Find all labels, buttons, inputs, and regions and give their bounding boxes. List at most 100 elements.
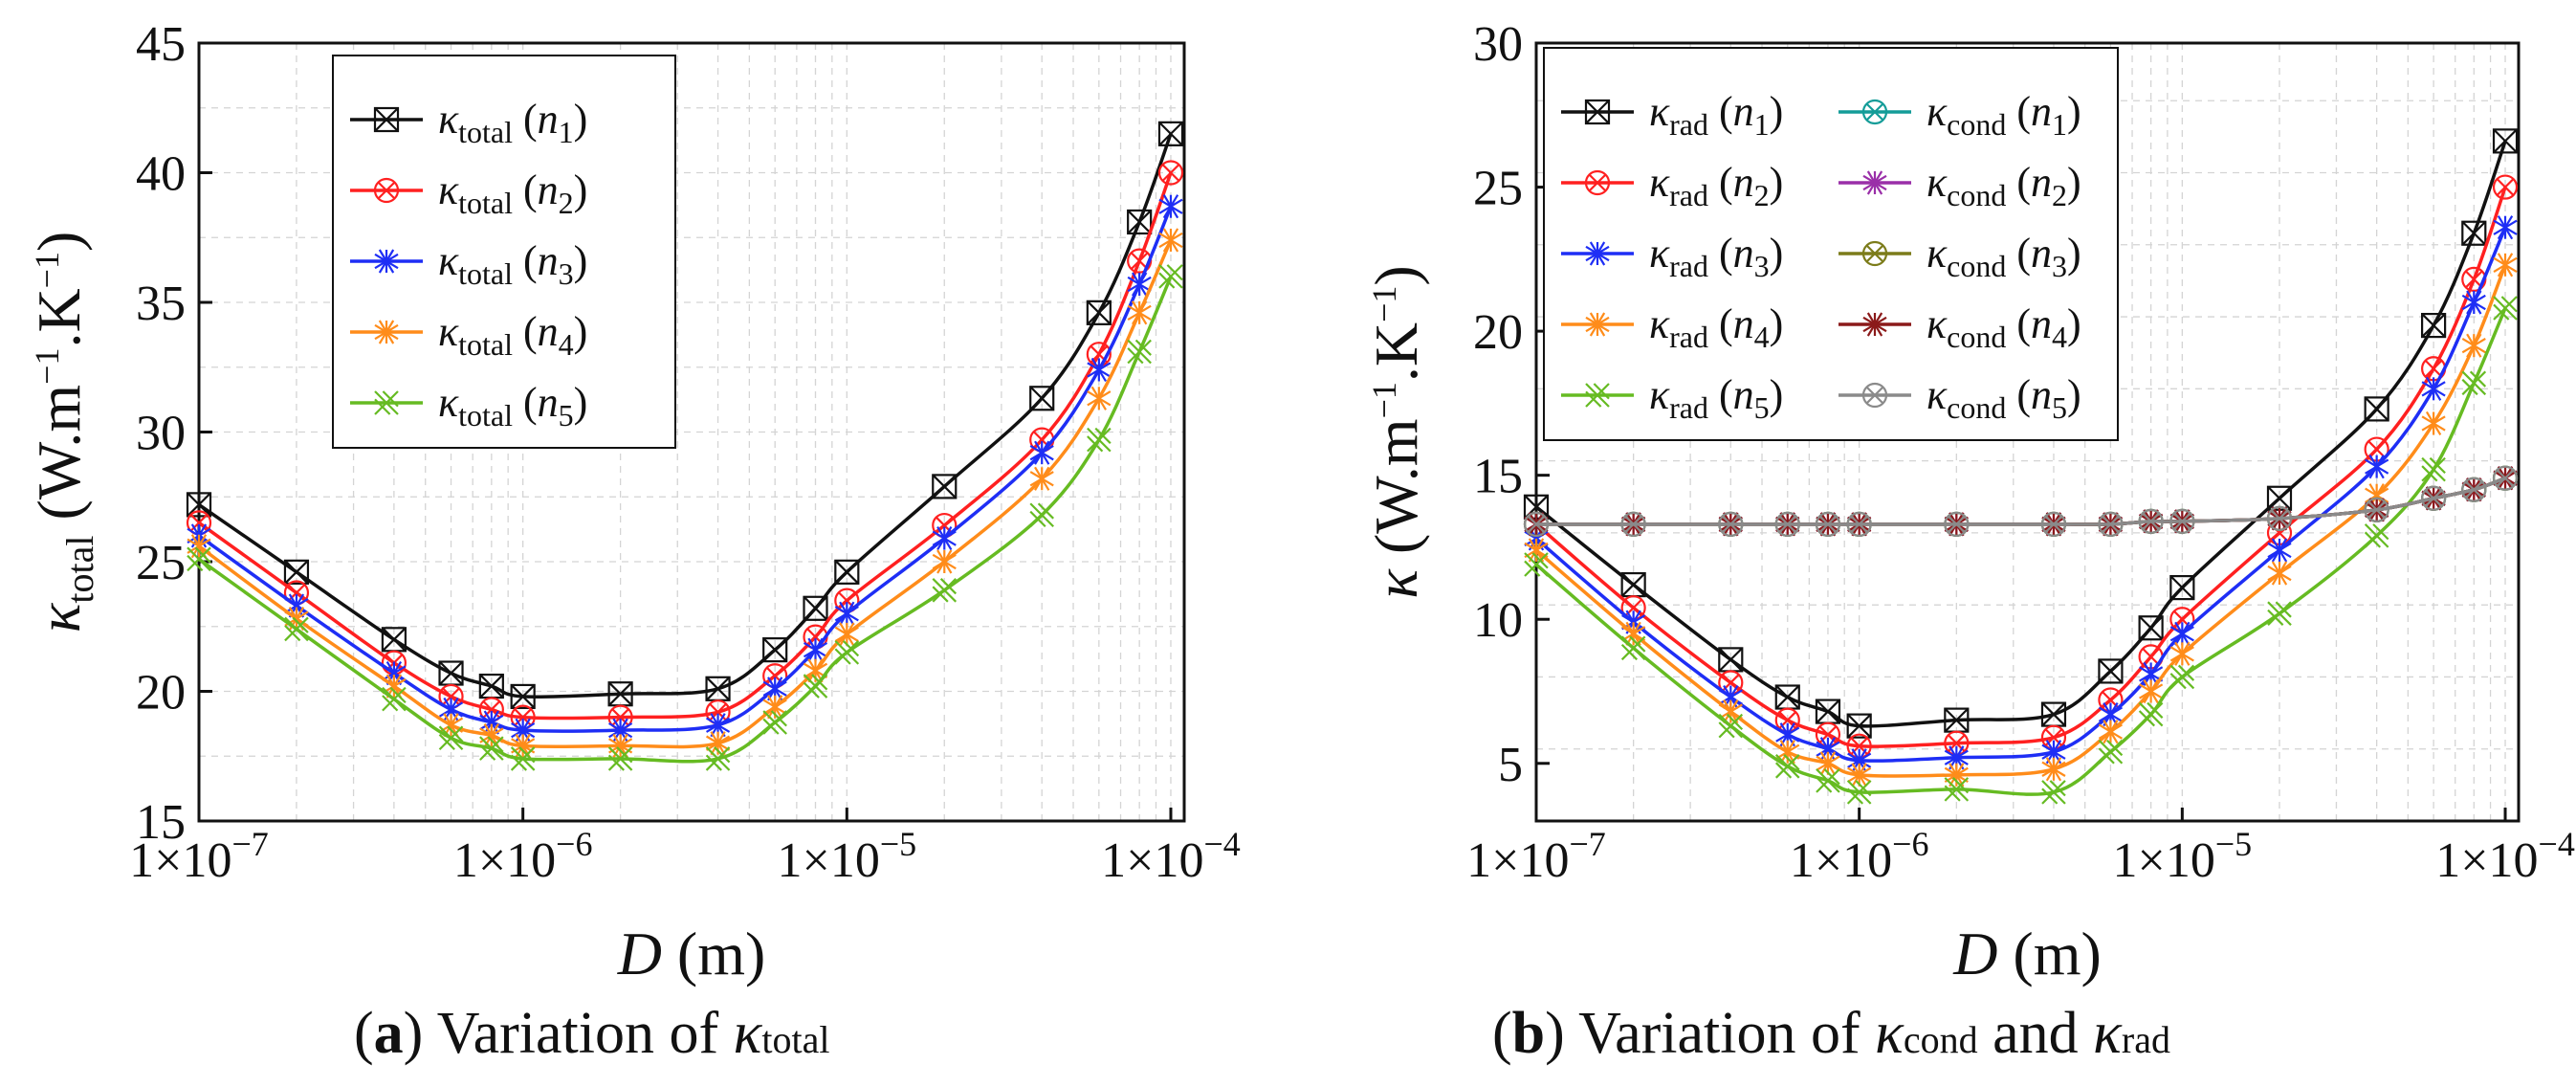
y-tick-label: 40 — [136, 147, 186, 202]
y-tick-label: 20 — [1473, 305, 1523, 360]
y-tick-label: 25 — [1473, 162, 1523, 216]
data-point — [1086, 299, 1112, 325]
data-point — [1157, 121, 1184, 146]
x-tick-label: 1×10−6 — [453, 825, 593, 888]
data-point — [2492, 128, 2519, 154]
series-total-n1 — [186, 121, 1184, 710]
data-point — [1775, 740, 1800, 765]
data-point — [2364, 523, 2389, 548]
data-point — [1127, 209, 1153, 235]
data-point — [762, 710, 787, 735]
legend-marker — [1585, 241, 1610, 266]
data-point — [1029, 502, 1054, 527]
data-point — [1846, 511, 1872, 537]
legend-entry: κcond (n4) — [1838, 300, 2081, 354]
series-rad-n5 — [1524, 296, 2518, 805]
data-point — [1718, 511, 1744, 537]
legend-entry: κtotal (n3) — [350, 237, 587, 291]
data-point — [1158, 264, 1183, 289]
data-point — [932, 549, 957, 574]
y-tick-label: 15 — [136, 795, 186, 850]
data-point — [2461, 290, 2486, 315]
legend-marker — [374, 249, 399, 274]
data-point — [932, 526, 957, 551]
data-point — [2493, 215, 2518, 240]
legend-marker — [1861, 382, 1888, 409]
legend-entry: κtotal (n2) — [350, 166, 587, 220]
data-point — [186, 492, 212, 518]
y-tick-label: 15 — [1473, 450, 1523, 504]
data-point — [2364, 396, 2389, 422]
data-point — [2365, 455, 2389, 479]
legend-marker — [1585, 383, 1610, 408]
series-cond-n5 — [1523, 465, 2519, 537]
data-point — [2493, 296, 2518, 321]
data-point — [1815, 511, 1841, 537]
legend-entry: κtotal (n5) — [350, 379, 587, 433]
chart-panel-a: 15 20 25 30 35 40 45 1×10−7 1×10−6 1×10−5 1×10−4 D … — [25, 17, 1241, 987]
x-tick-label: 1×10−6 — [1790, 825, 1929, 888]
legend-entry: κrad (n4) — [1561, 300, 1783, 354]
legend-entry: κrad (n5) — [1561, 371, 1783, 425]
x-tick-label: 1×10−4 — [1101, 825, 1241, 888]
data-point — [2138, 615, 2164, 641]
legend-label: κtotal (n2) — [438, 166, 587, 220]
data-point — [283, 559, 310, 585]
data-point — [2461, 370, 2487, 396]
y-axis-label: κ (W.m−1.K−1) — [1362, 265, 1430, 599]
data-point — [382, 660, 407, 686]
data-point — [2041, 757, 2066, 782]
legend-entry: κtotal (n1) — [350, 96, 587, 149]
legend-label: κcond (n4) — [1926, 300, 2081, 354]
data-point — [1524, 552, 1549, 577]
data-point — [382, 686, 407, 712]
data-point — [1944, 511, 1970, 537]
data-point — [1847, 763, 1872, 788]
legend-label: κtotal (n1) — [438, 96, 587, 149]
x-axis-label: D (m) — [1952, 920, 2102, 987]
data-point — [2139, 678, 2164, 704]
data-point — [1523, 511, 1550, 537]
legend-entry: κrad (n3) — [1561, 230, 1783, 283]
data-point — [2098, 511, 2124, 537]
legend-marker — [1584, 169, 1611, 196]
data-point — [834, 559, 860, 585]
data-point — [762, 695, 787, 720]
data-point — [1127, 272, 1152, 297]
legend-box — [1543, 47, 2119, 441]
legend-label: κrad (n5) — [1649, 371, 1783, 425]
data-point — [2138, 701, 2164, 727]
data-point — [834, 622, 859, 647]
y-tick-label: 30 — [1473, 17, 1523, 72]
data-point — [1127, 339, 1152, 365]
legend: κtotal (n1) κtotal (n2) κtotal (n3) κtotal … — [332, 55, 676, 449]
data-point — [2492, 465, 2519, 491]
legend-label: κcond (n5) — [1926, 371, 2081, 425]
data-point — [705, 746, 731, 771]
legend-marker — [1861, 99, 1888, 125]
data-point — [1029, 440, 1054, 465]
y-tick-label: 45 — [136, 17, 186, 72]
data-point — [2098, 658, 2124, 684]
data-point — [803, 674, 828, 699]
data-point — [705, 713, 731, 738]
data-point — [1846, 780, 1872, 805]
data-point — [2040, 511, 2067, 537]
legend-label: κrad (n2) — [1649, 159, 1783, 212]
data-point — [1620, 635, 1646, 661]
data-point — [2267, 561, 2292, 586]
legend-entry: κrad (n1) — [1561, 88, 1783, 142]
x-tick-label: 1×10−5 — [2113, 825, 2253, 888]
data-point — [762, 637, 788, 663]
series-line — [1536, 477, 2506, 526]
data-point — [1816, 751, 1840, 776]
y-tick-label: 5 — [1498, 738, 1523, 792]
plot-frame — [1534, 41, 2521, 823]
data-point — [1816, 768, 1840, 793]
data-point — [2421, 312, 2447, 339]
legend-entry: κcond (n1) — [1838, 88, 2081, 142]
data-point — [2461, 333, 2486, 358]
series-line — [1536, 477, 2506, 526]
data-point — [607, 746, 633, 771]
data-point — [834, 640, 860, 665]
